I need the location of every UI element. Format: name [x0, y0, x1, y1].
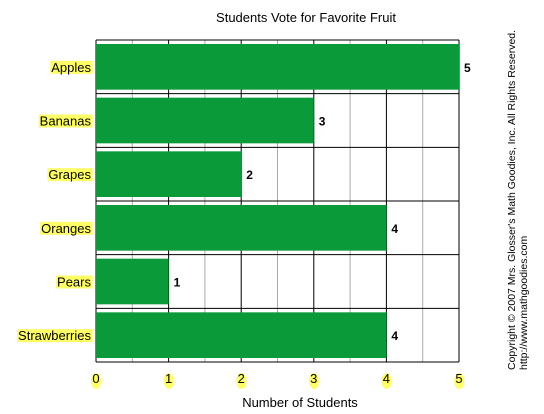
- category-label-text: Grapes: [48, 167, 91, 182]
- bar-bananas: [96, 98, 314, 144]
- category-label-grapes: Grapes: [47, 167, 92, 182]
- bar-apples: [96, 44, 459, 90]
- data-label: 3: [319, 115, 326, 129]
- data-label: 5: [464, 61, 471, 75]
- category-label-text: Apples: [51, 60, 91, 75]
- x-tick-4: 4: [381, 371, 391, 389]
- bar-grapes: [96, 151, 241, 197]
- bar-oranges: [96, 205, 386, 251]
- x-tick-label: 3: [310, 371, 317, 386]
- x-tick-5: 5: [454, 371, 464, 389]
- x-tick-2: 2: [236, 371, 246, 389]
- category-label-pears: Pears: [56, 275, 92, 290]
- data-label: 2: [246, 168, 253, 182]
- category-label-text: Strawberries: [18, 328, 91, 343]
- bar-strawberries: [96, 312, 386, 358]
- chart-title: Students Vote for Favorite Fruit: [216, 10, 396, 25]
- copyright-line: Copyright © 2007 Mrs. Glosser's Math Goo…: [506, 10, 518, 370]
- category-labels: Apples Bananas Grapes Oranges Pears Strawberr…: [17, 60, 92, 343]
- category-label-text: Pears: [57, 275, 91, 290]
- category-label-text: Bananas: [40, 114, 92, 129]
- x-tick-0: 0: [91, 371, 101, 389]
- category-label-bananas: Bananas: [39, 114, 93, 129]
- x-tick-3: 3: [309, 371, 319, 389]
- bar-pears: [96, 259, 169, 305]
- x-tick-1: 1: [164, 371, 174, 389]
- x-tick-label: 2: [238, 371, 245, 386]
- data-label: 1: [174, 276, 181, 290]
- website-url: http://www.mathgoodies.com: [518, 10, 530, 370]
- x-tick-label: 1: [165, 371, 172, 386]
- x-axis-ticks: 0 1 2 3 4 5: [91, 371, 464, 389]
- category-label-oranges: Oranges: [40, 221, 92, 236]
- x-axis-label: Number of Students: [242, 395, 358, 410]
- category-label-apples: Apples: [50, 60, 92, 75]
- x-tick-label: 5: [455, 371, 462, 386]
- category-label-text: Oranges: [41, 221, 91, 236]
- category-label-strawberries: Strawberries: [17, 328, 92, 343]
- data-label: 4: [391, 329, 398, 343]
- copyright-notice: Copyright © 2007 Mrs. Glosser's Math Goo…: [506, 10, 536, 370]
- x-tick-label: 0: [92, 371, 99, 386]
- data-label: 4: [391, 222, 398, 236]
- x-tick-label: 4: [383, 371, 390, 386]
